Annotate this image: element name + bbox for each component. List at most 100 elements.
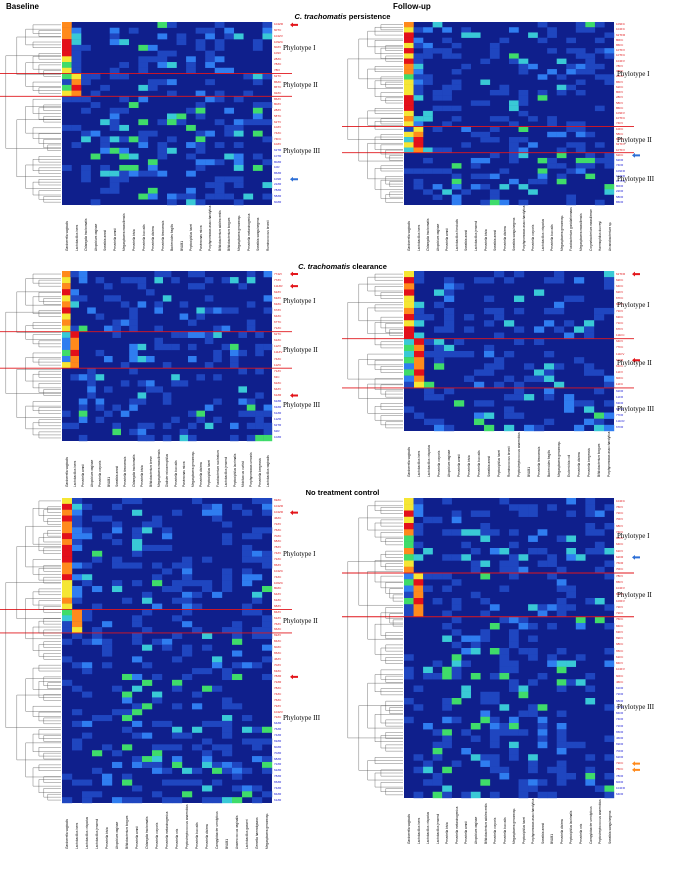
- heatmap-cell: [518, 58, 529, 65]
- heatmap-cell: [62, 609, 73, 616]
- heatmap-cell: [246, 398, 256, 405]
- heatmap-cell: [62, 67, 72, 74]
- taxon-label: Peptoniphilus lacrimalis: [569, 810, 574, 844]
- heatmap-cell: [537, 95, 548, 101]
- heatmap-cell: [132, 580, 143, 587]
- heatmap-cell: [585, 673, 596, 680]
- heatmap-cell: [537, 560, 548, 567]
- heatmap-cell: [62, 597, 73, 604]
- heatmap-cell: [196, 313, 205, 320]
- heatmap-cell: [442, 635, 452, 642]
- taxon-label: Bifidobacterium breve: [148, 456, 153, 487]
- heatmap-cell: [214, 90, 225, 97]
- heatmap-cell: [212, 656, 223, 663]
- heatmap-cell: [575, 27, 586, 33]
- sample-arrow-icon: [632, 271, 640, 277]
- heatmap-cell: [202, 556, 213, 563]
- heatmap-cell: [132, 527, 143, 534]
- heatmap-cell: [499, 723, 510, 730]
- sample-label: 76FC: [616, 617, 624, 622]
- heatmap-cell: [112, 709, 123, 716]
- heatmap-cell: [157, 153, 168, 160]
- heatmap-cell: [442, 785, 452, 792]
- sample-label: 46ZV: [274, 656, 282, 661]
- heatmap-cell: [432, 773, 443, 780]
- sample-label: 86ZR: [274, 171, 282, 176]
- sample-label: 92ZC: [274, 90, 282, 95]
- heatmap-cell: [204, 295, 214, 302]
- sample-label: 67ZV: [274, 307, 282, 312]
- heatmap-cell: [594, 74, 605, 80]
- heatmap-cell: [172, 703, 183, 710]
- heatmap-cell: [62, 521, 73, 528]
- sample-label: 72FV: [616, 604, 624, 609]
- heatmap-cell: [604, 48, 615, 54]
- heatmap-cell: [204, 307, 214, 314]
- sample-label: 61FR: [616, 686, 624, 691]
- heatmap-cell: [112, 319, 121, 326]
- heatmap-cell: [252, 744, 263, 751]
- heatmap-cell: [518, 63, 529, 70]
- heatmap-cell: [432, 779, 443, 786]
- taxon-label: Atopobium vaginae: [473, 816, 478, 844]
- heatmap-cell: [171, 416, 180, 423]
- heatmap-cell: [404, 523, 414, 530]
- heatmap-cell: [252, 726, 263, 733]
- heatmap-cell: [404, 504, 414, 511]
- heatmap-cell: [404, 295, 415, 302]
- phylotype-label: Phylotype II: [617, 590, 652, 599]
- heatmap-cell: [62, 533, 73, 540]
- heatmap-cell: [78, 271, 88, 278]
- heatmap-cell: [461, 691, 472, 699]
- heatmap-cell: [262, 767, 273, 774]
- sample-label: 86FC: [616, 105, 624, 110]
- heatmap-cell: [585, 548, 596, 555]
- heatmap-cell: [509, 541, 519, 549]
- heatmap-cell: [504, 277, 515, 284]
- heatmap-cell: [574, 326, 585, 333]
- heatmap-cell: [182, 732, 193, 739]
- heatmap-cell: [112, 428, 121, 436]
- sample-label: 73ZV: [274, 703, 282, 708]
- heatmap-cell: [232, 650, 243, 657]
- taxon-label: Porphyromonas asaccharolytica: [531, 798, 536, 844]
- heatmap-cell: [138, 119, 149, 126]
- heatmap-cell: [242, 568, 253, 575]
- sample-label: 11ZV: [274, 344, 281, 349]
- heatmap-cell: [82, 533, 93, 540]
- taxon-label: Lactobacillus jensenii: [473, 220, 478, 251]
- heatmap-cell: [238, 368, 247, 375]
- taxon-label: Porphyromonas asaccharolytica: [208, 205, 213, 251]
- heatmap-cell: [584, 320, 595, 327]
- heatmap-cell: [162, 527, 173, 534]
- heatmap-cell: [484, 424, 495, 432]
- sample-label: 28FC: [616, 74, 624, 79]
- heatmap-cell: [212, 515, 223, 522]
- heatmap-cell: [537, 735, 548, 742]
- heatmap-cell: [233, 199, 244, 206]
- heatmap-cell: [489, 116, 500, 122]
- sample-label: 104FV: [616, 58, 625, 63]
- heatmap-cell: [238, 410, 247, 417]
- heatmap-cell: [537, 704, 548, 711]
- heatmap-cell: [554, 326, 565, 333]
- heatmap-cell: [514, 412, 525, 419]
- heatmap-cell: [404, 314, 415, 321]
- taxon-label: Chlamydia trachomatis: [84, 218, 89, 251]
- heatmap-cell: [95, 313, 105, 320]
- taxon-label: Megasphaera genomosp.: [512, 807, 517, 844]
- heatmap-cell: [81, 170, 91, 177]
- heatmap-cell: [152, 767, 163, 774]
- phylotype-label: Phylotype III: [283, 400, 321, 409]
- heatmap-cell: [233, 182, 244, 189]
- baseline-header: Baseline: [6, 2, 39, 11]
- heatmap-cell: [413, 131, 424, 138]
- heatmap-cell: [132, 544, 143, 551]
- heatmap-cell: [594, 314, 605, 321]
- sample-label: 64ZR: [274, 721, 282, 726]
- heatmap-svg: [0, 22, 298, 206]
- heatmap-cell: [518, 152, 529, 159]
- heatmap-cell: [167, 50, 177, 57]
- taxon-label: Porphyromonas asaccharolytica: [607, 431, 612, 477]
- taxon-label: Prevotella bivia: [467, 455, 472, 477]
